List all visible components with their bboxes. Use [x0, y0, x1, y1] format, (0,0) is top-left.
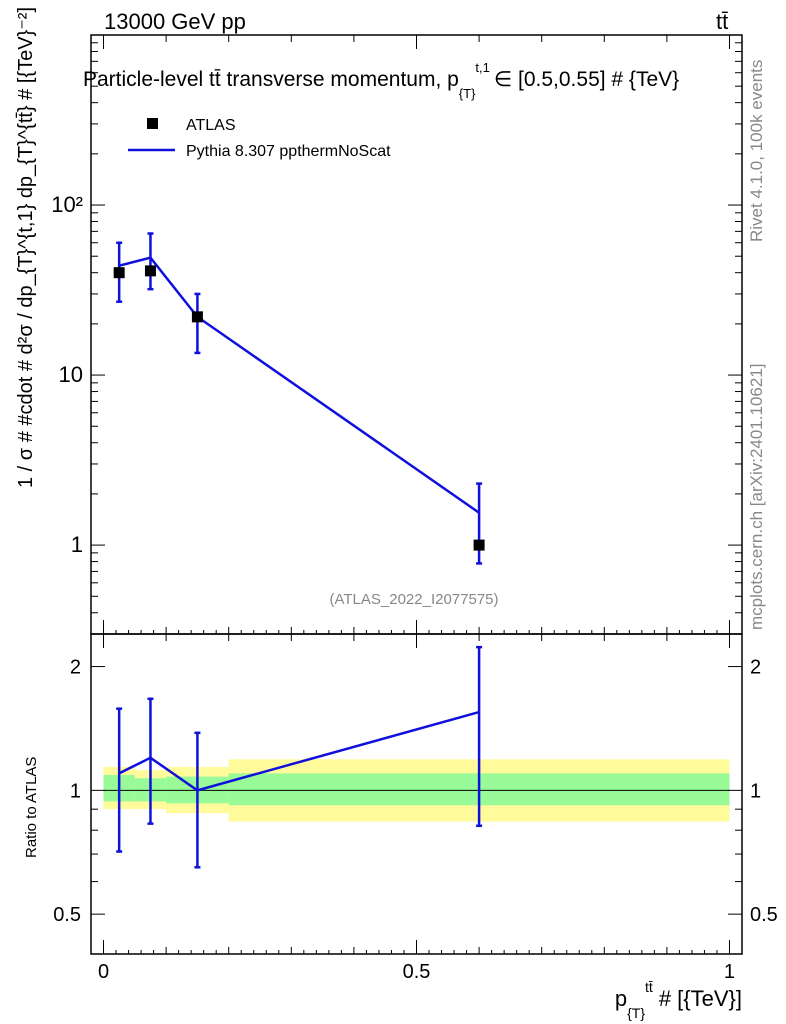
rivet-label: Rivet 4.1.0, 100k events — [747, 60, 766, 242]
xlabel-sup: tt̄ — [645, 979, 653, 995]
mc-series-line — [118, 256, 480, 514]
xlabel-main: p — [615, 986, 627, 1011]
data-point — [473, 539, 485, 551]
ratio-band-inner — [479, 773, 730, 806]
plot-title: Particle-level tt̄ transverse momentum, … — [83, 60, 679, 101]
ratio-ylabel: Ratio to ATLAS — [23, 757, 40, 858]
ratio-ytick-label: 1 — [70, 780, 81, 802]
ratio-xtick-label: 0 — [98, 961, 109, 983]
ratio-xtick-label: 1 — [724, 961, 735, 983]
ratio-band-inner — [228, 773, 480, 806]
main-ytick-label: 1 — [71, 532, 83, 557]
process-label: tt̄ — [716, 9, 728, 34]
main-ytick-label: 10 — [59, 362, 83, 387]
mcplots-label: mcplots.cern.ch [arXiv:2401.10621] — [747, 364, 766, 630]
data-point — [144, 265, 156, 277]
ratio-ytick-label: 0.5 — [53, 904, 81, 926]
energy-label: 13000 GeV pp — [104, 9, 246, 34]
legend-data-label: ATLAS — [186, 117, 236, 134]
main-ytick-label: 10² — [51, 192, 83, 217]
title-sub: {T} — [459, 86, 476, 101]
ratio-ytick-label-right: 2 — [750, 657, 761, 679]
xlabel-sub: {T} — [627, 1005, 645, 1021]
legend-mc-label: Pythia 8.307 ppthermNoScat — [186, 143, 391, 160]
title-main: Particle-level tt̄ transverse momentum, … — [83, 68, 459, 91]
analysis-watermark: (ATLAS_2022_I2077575) — [329, 591, 498, 608]
ratio-ytick-label: 2 — [70, 657, 81, 679]
ratio-ytick-label-right: 0.5 — [750, 904, 778, 926]
xlabel: p{T} tt̄ # [{TeV}] — [615, 979, 742, 1021]
main-ylabel: 1 / σ # #cdot # d²σ / dp_{T}^{t,1} dp_{T… — [15, 7, 37, 488]
title-rest: ∈ [0.5,0.55] # {TeV} — [494, 68, 679, 91]
main-panel: 1 10 10² — [51, 35, 742, 635]
data-point — [113, 267, 125, 279]
title-sup: t,1 — [475, 60, 489, 75]
ratio-panel: 0.5 0.5 1 1 2 2 0 0.5 1 — [53, 634, 778, 983]
ratio-xtick-label: 0.5 — [403, 961, 431, 983]
legend-data-marker — [147, 118, 158, 129]
ratio-series-line — [118, 710, 480, 792]
xlabel-rest: # [{TeV}] — [659, 986, 742, 1011]
data-point — [191, 311, 203, 323]
ratio-ytick-label-right: 1 — [750, 780, 761, 802]
